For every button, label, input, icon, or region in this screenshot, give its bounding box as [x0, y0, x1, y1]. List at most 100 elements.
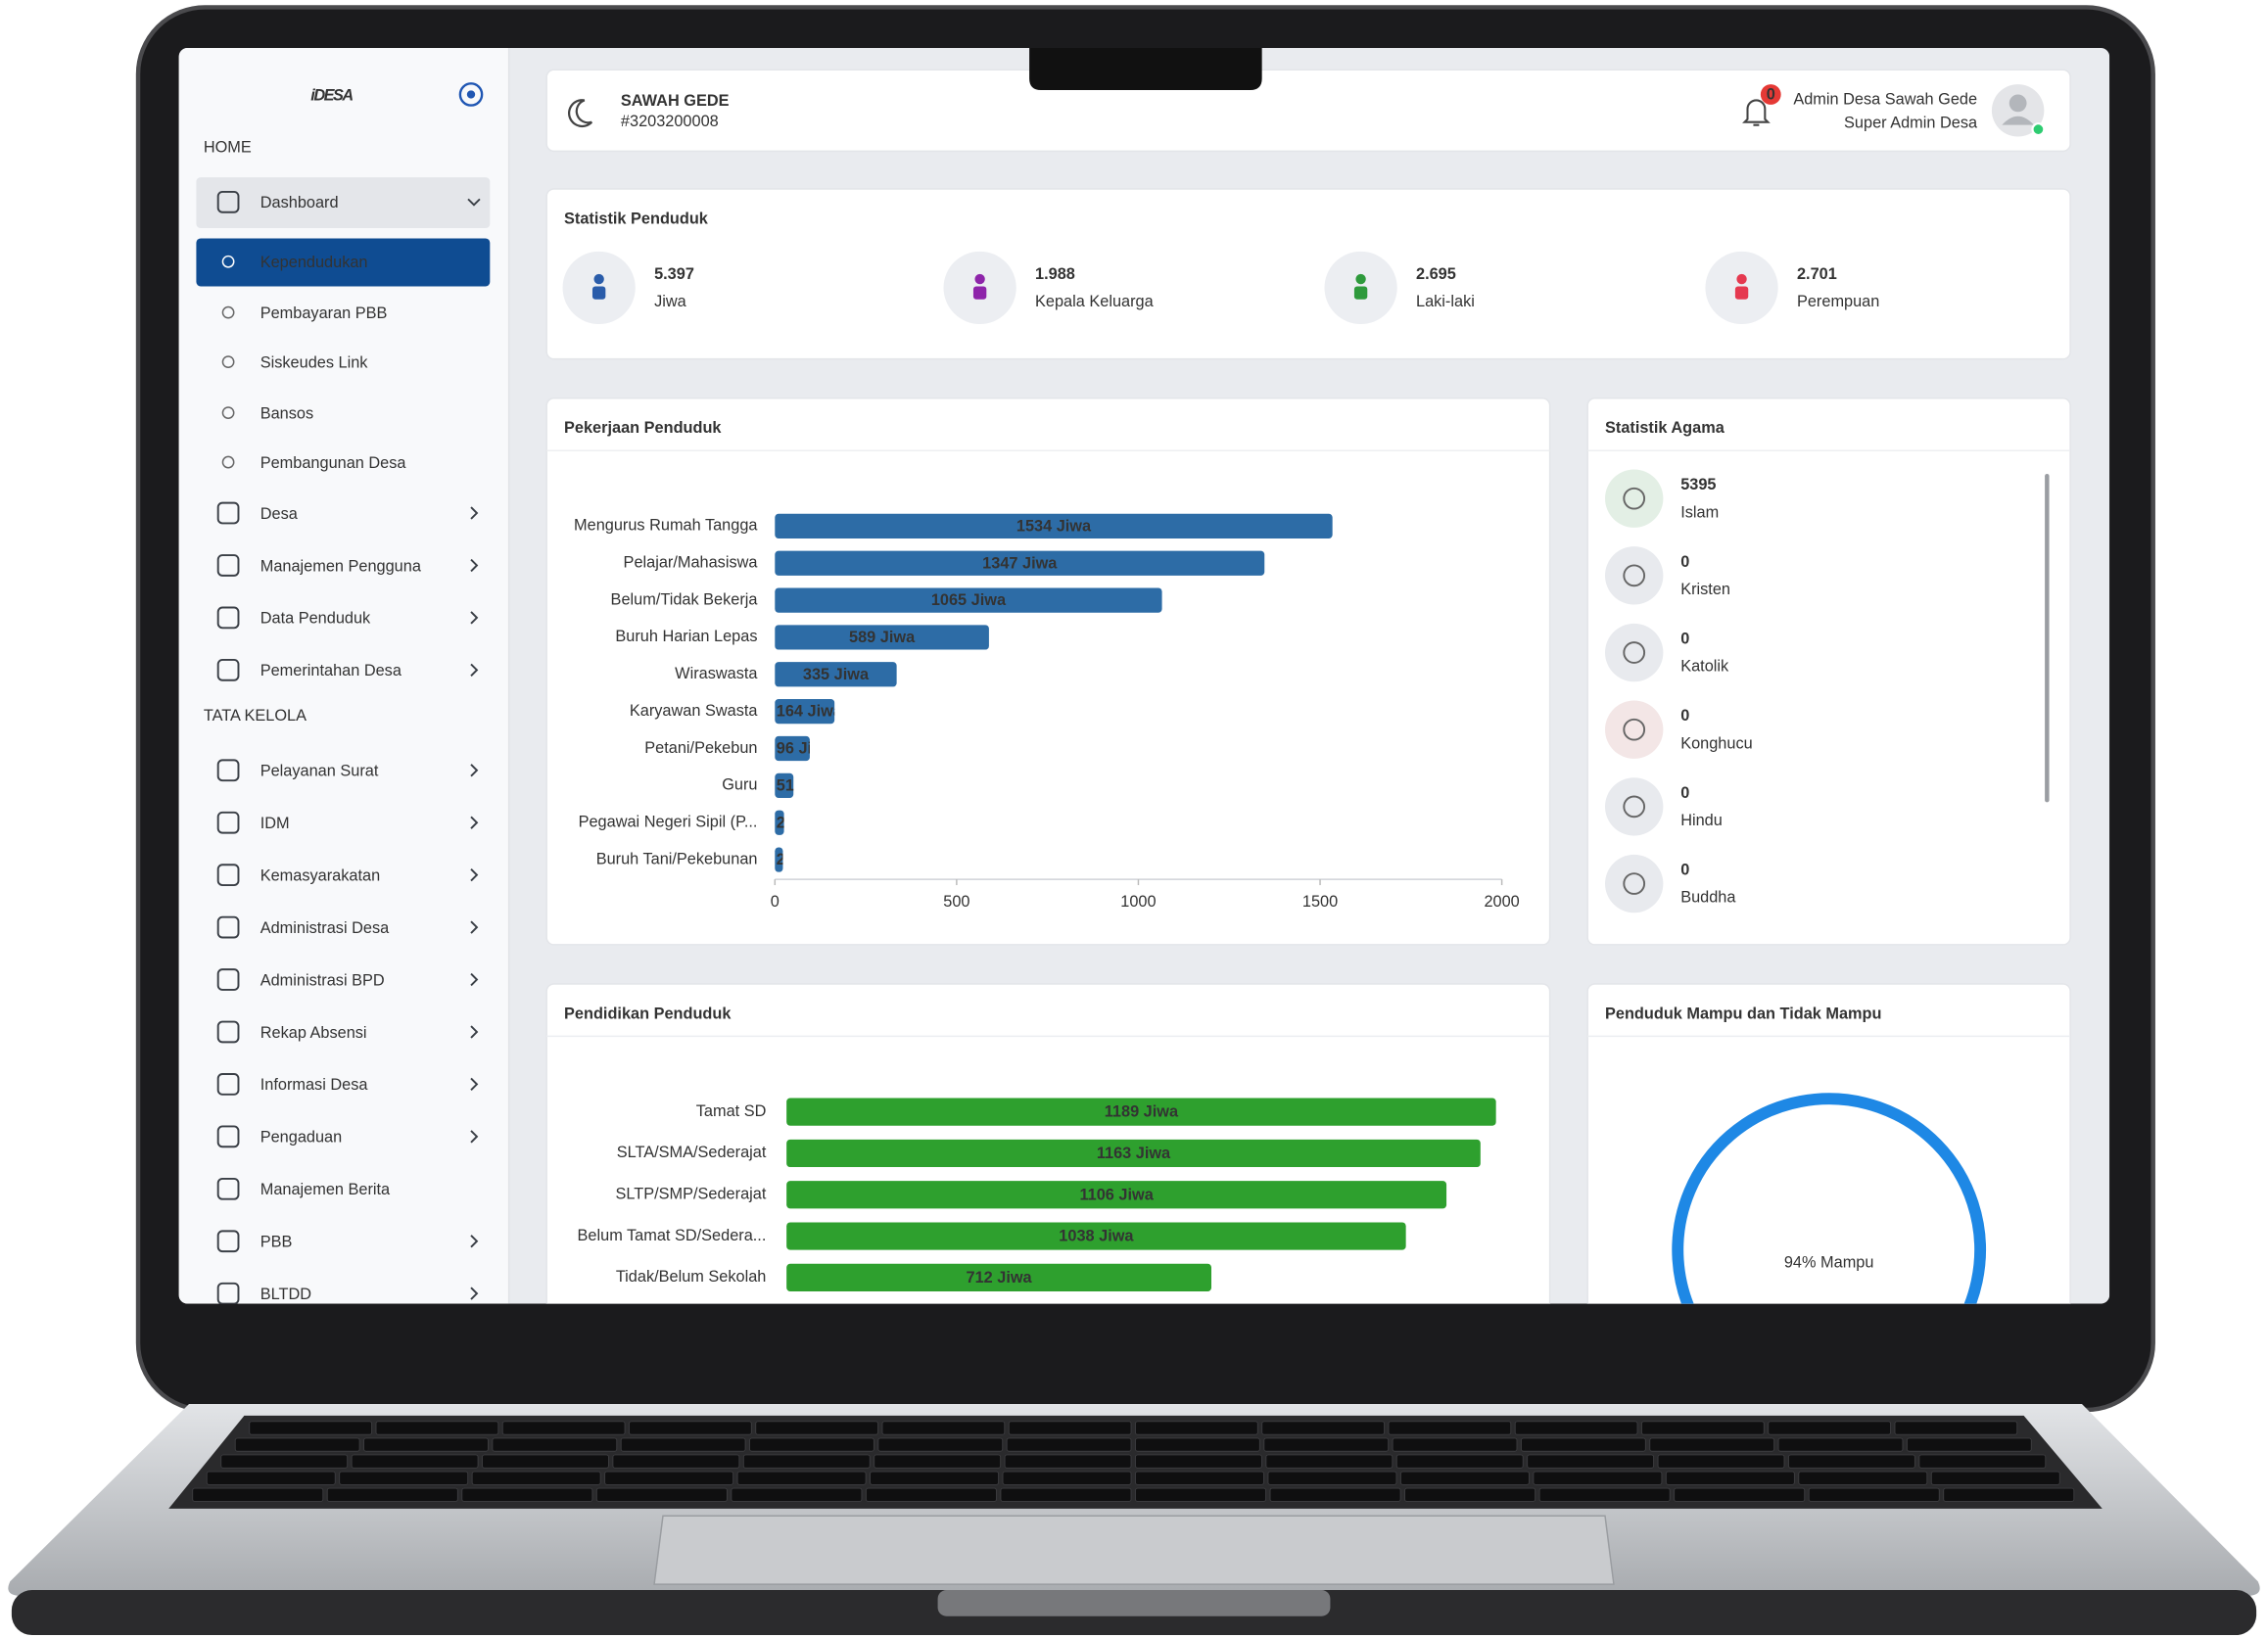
- menu-item[interactable]: Manajemen Berita: [260, 1181, 391, 1198]
- x-tick-label: 1000: [1120, 893, 1156, 911]
- menu-item[interactable]: BLTDD: [260, 1286, 311, 1303]
- value-label: 1038 Jiwa: [1059, 1228, 1134, 1245]
- submenu-bullet: [221, 406, 235, 419]
- key: [1135, 1454, 1262, 1469]
- notification-bell[interactable]: [1742, 99, 1771, 126]
- chart-card: [1586, 983, 2071, 1304]
- key: [1135, 1437, 1260, 1452]
- menu-item[interactable]: Manajemen Pengguna: [260, 557, 422, 575]
- key: [471, 1471, 601, 1485]
- keys: [192, 1421, 2075, 1502]
- menu-item[interactable]: IDM: [260, 815, 290, 832]
- menu-icon: [216, 1020, 240, 1044]
- value-label: 96 Jiwa: [777, 740, 834, 758]
- menu-item[interactable]: PBB: [260, 1234, 293, 1251]
- menu-item-bg: [196, 177, 491, 229]
- theme-toggle[interactable]: [568, 99, 593, 128]
- chevron-right: [470, 611, 479, 625]
- religion-label: Kristen: [1680, 581, 1730, 598]
- stat-value: 1.988: [1035, 265, 1075, 283]
- key: [1665, 1471, 1795, 1485]
- section-title: TATA KELOLA: [204, 707, 307, 725]
- religion-label: Katolik: [1680, 658, 1729, 676]
- menu-item[interactable]: Data Penduduk: [260, 610, 371, 628]
- menu-icon: [216, 1230, 240, 1253]
- key: [1261, 1421, 1385, 1435]
- menu-item[interactable]: Bansos: [260, 404, 313, 422]
- category-label: Mengurus Rumah Tangga: [574, 517, 758, 535]
- submenu-bullet: [221, 305, 235, 319]
- category-label: SLTA/SMA/Sederajat: [617, 1144, 767, 1161]
- stat-value: 5.397: [654, 265, 694, 283]
- key: [1000, 1487, 1132, 1502]
- key: [1135, 1421, 1258, 1435]
- bar: [786, 1139, 1481, 1168]
- menu-item[interactable]: Desa: [260, 505, 299, 523]
- menu-item[interactable]: Pembayaran PBB: [260, 304, 388, 322]
- sidebar-toggle[interactable]: [458, 82, 484, 107]
- key: [492, 1437, 618, 1452]
- chevron-right: [470, 1235, 479, 1248]
- key: [1399, 1471, 1530, 1485]
- religion-icon: [1623, 718, 1646, 741]
- menu-item[interactable]: Pemerintahan Desa: [260, 662, 402, 679]
- menu-icon: [216, 759, 240, 782]
- key: [604, 1471, 734, 1485]
- category-label: Pegawai Negeri Sipil (P...: [579, 814, 758, 831]
- stat-icon-head: [974, 273, 985, 285]
- online-dot: [2031, 122, 2046, 137]
- menu-item[interactable]: Pembangunan Desa: [260, 454, 407, 472]
- gauge-label: 94% Mampu: [1784, 1253, 1874, 1271]
- screen: iDESA HOME Dashboard Kependudukan Pembayaran…: [178, 47, 2110, 1304]
- menu-item[interactable]: Administrasi BPD: [260, 971, 385, 989]
- key: [220, 1454, 349, 1469]
- key: [881, 1421, 1006, 1435]
- religion-card: [1586, 398, 2071, 946]
- value-label: 164 Jiwa: [777, 703, 843, 721]
- menu-item[interactable]: Pengaduan: [260, 1129, 342, 1147]
- menu-item[interactable]: Kemasyarakatan: [260, 866, 380, 884]
- menu-item[interactable]: Kependudukan: [260, 254, 368, 271]
- avatar-head: [2008, 94, 2027, 113]
- chevron-right: [470, 1130, 479, 1144]
- trackpad: [653, 1515, 1615, 1585]
- menu-icon: [216, 1125, 240, 1148]
- religion-icon: [1623, 872, 1646, 895]
- chevron-right: [470, 663, 479, 677]
- stats-card: [545, 188, 2071, 360]
- religion-icon-bg: [1605, 623, 1664, 682]
- key: [877, 1437, 1004, 1452]
- key: [482, 1454, 609, 1469]
- religion-count: 0: [1680, 862, 1689, 879]
- value-label: 25 Jiwa: [777, 814, 834, 831]
- value-label: 335 Jiwa: [803, 666, 870, 683]
- scrollbar: [2045, 473, 2050, 803]
- key: [1533, 1471, 1663, 1485]
- menu-item[interactable]: Siskeudes Link: [260, 353, 369, 371]
- value-label: 1065 Jiwa: [931, 591, 1007, 609]
- menu-icon: [216, 1177, 240, 1200]
- bar: [786, 1263, 1212, 1291]
- menu-icon: [216, 968, 240, 991]
- key: [1777, 1437, 1904, 1452]
- chevron-right: [470, 816, 479, 829]
- religion-icon: [1623, 641, 1646, 664]
- menu-item[interactable]: Informasi Desa: [260, 1076, 369, 1094]
- menu-icon: [216, 190, 240, 213]
- menu-item[interactable]: Dashboard: [260, 194, 339, 211]
- menu-item[interactable]: Administrasi Desa: [260, 919, 390, 937]
- category-label: Belum/Tidak Bekerja: [611, 590, 759, 608]
- menu-item[interactable]: Rekap Absensi: [260, 1024, 367, 1042]
- chevron-down: [467, 198, 481, 207]
- key: [1008, 1421, 1132, 1435]
- value-label: 1189 Jiwa: [1105, 1103, 1179, 1121]
- menu-item[interactable]: Pelayanan Surat: [260, 763, 379, 780]
- chevron-right: [470, 558, 479, 573]
- key: [249, 1421, 372, 1435]
- key: [1788, 1454, 1915, 1469]
- chevron-right: [470, 868, 479, 882]
- stat-value: 2.701: [1797, 265, 1837, 283]
- key: [755, 1421, 878, 1435]
- value-label: 22 Jiwa: [777, 851, 834, 868]
